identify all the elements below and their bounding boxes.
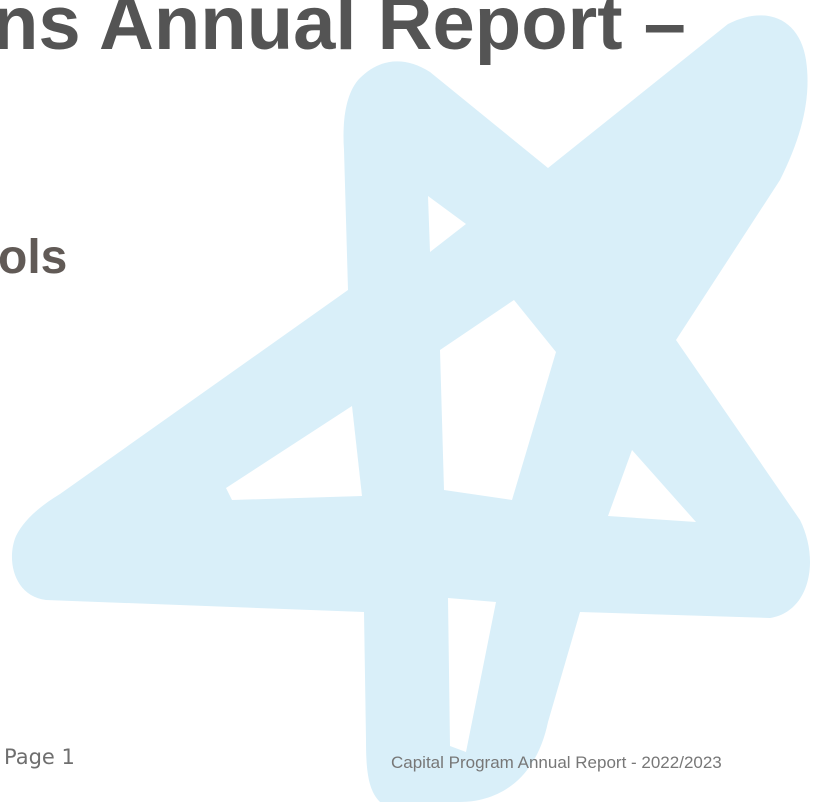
page-number: Page 1 (4, 745, 75, 769)
section-heading: ols (0, 231, 68, 284)
footer-report-title: Capital Program Annual Report - 2022/202… (391, 753, 722, 772)
report-title-heading: ns Annual Report – (0, 0, 686, 66)
